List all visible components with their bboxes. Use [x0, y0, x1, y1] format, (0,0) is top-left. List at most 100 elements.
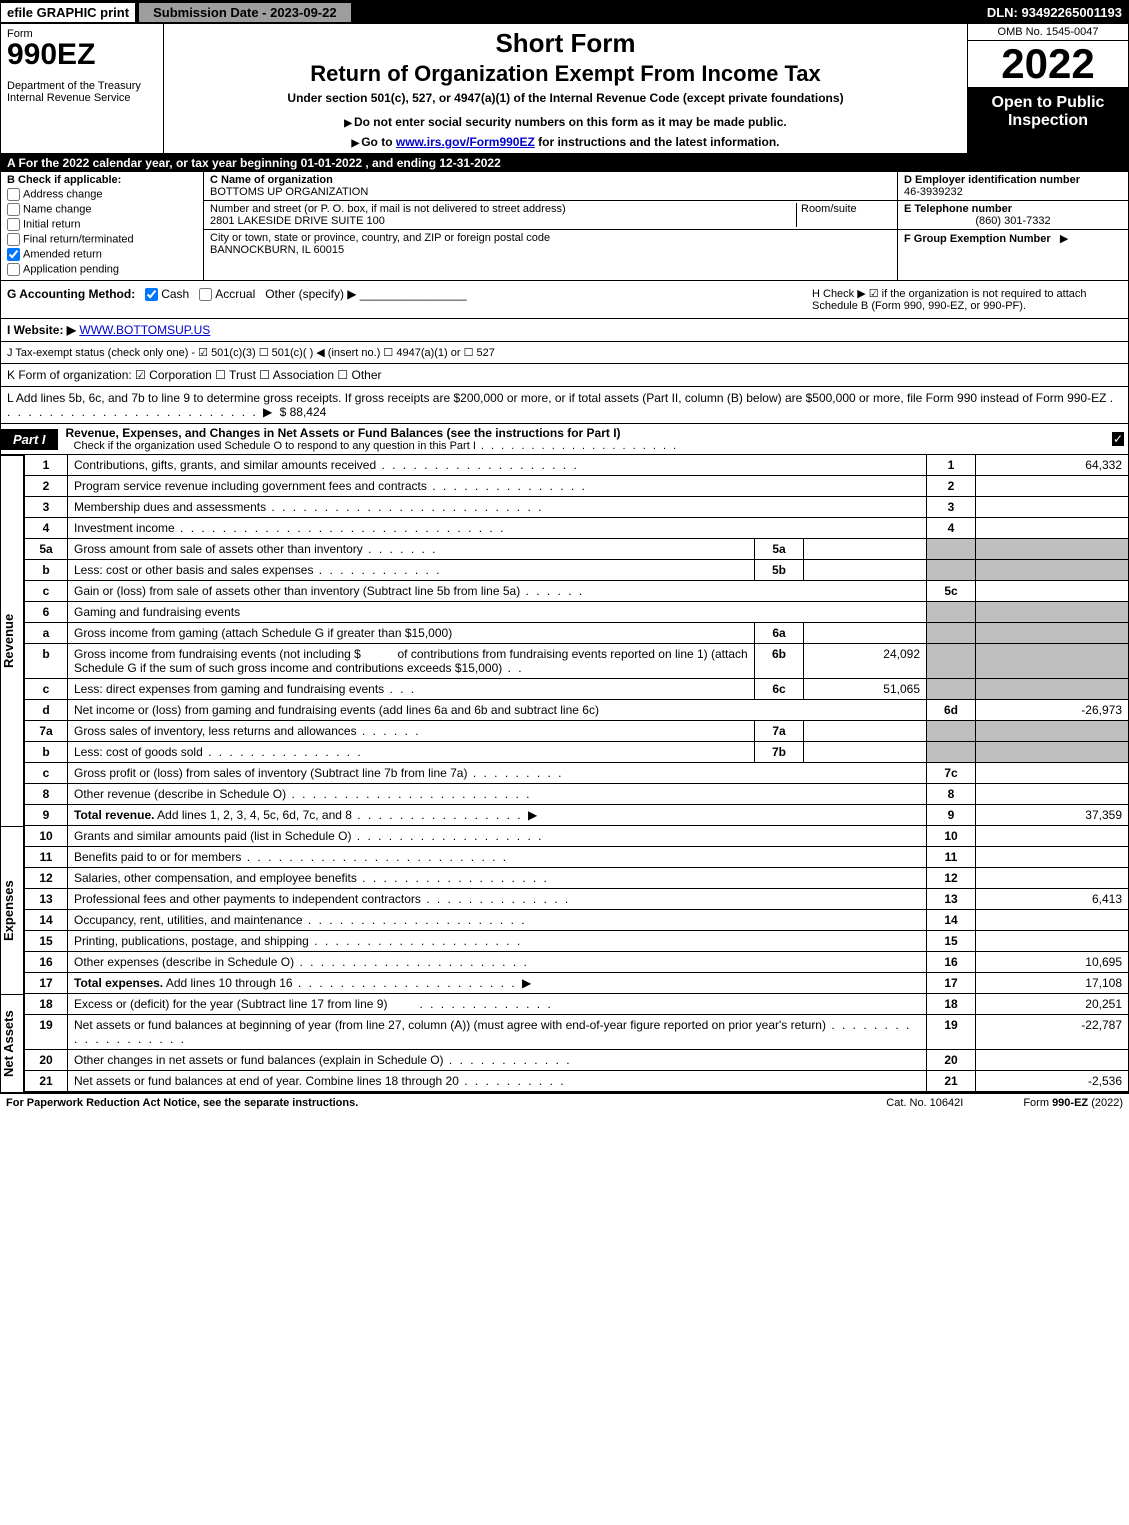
line-15: 15Printing, publications, postage, and s… [25, 931, 1129, 952]
goto-link[interactable]: www.irs.gov/Form990EZ [396, 135, 535, 149]
row-j-tax-exempt: J Tax-exempt status (check only one) - ☑… [0, 342, 1129, 364]
f-label: F Group Exemption Number [904, 233, 1051, 245]
phone-value: (860) 301-7332 [904, 215, 1122, 227]
paperwork-notice: For Paperwork Reduction Act Notice, see … [6, 1097, 358, 1109]
form-header: Form 990EZ Department of the Treasury In… [0, 24, 1129, 154]
line-5a: 5aGross amount from sale of assets other… [25, 539, 1129, 560]
form-990ez-page: efile GRAPHIC print Submission Date - 20… [0, 0, 1129, 1112]
line-20: 20Other changes in net assets or fund ba… [25, 1050, 1129, 1071]
e-label: E Telephone number [904, 203, 1012, 215]
line-2: 2Program service revenue including gover… [25, 476, 1129, 497]
line-17: 17Total expenses. Add lines 10 through 1… [25, 973, 1129, 994]
org-name-row: C Name of organization BOTTOMS UP ORGANI… [204, 172, 897, 201]
line-14: 14Occupancy, rent, utilities, and mainte… [25, 910, 1129, 931]
i-label: I Website: ▶ [7, 323, 76, 337]
line-7c: cGross profit or (loss) from sales of in… [25, 763, 1129, 784]
check-cash[interactable] [145, 288, 158, 301]
line-6b: bGross income from fundraising events (n… [25, 644, 1129, 679]
catalog-number: Cat. No. 10642I [886, 1097, 963, 1109]
expenses-vertical-label: Expenses [0, 826, 24, 994]
ein-row: D Employer identification number 46-3939… [898, 172, 1128, 201]
c-label: C Name of organization [210, 174, 333, 186]
line-4: 4Investment income . . . . . . . . . . .… [25, 518, 1129, 539]
submission-date: Submission Date - 2023-09-22 [139, 3, 351, 22]
h-schedule-b: H Check ▶ ☑ if the organization is not r… [806, 281, 1128, 318]
form-reference: Form 990-EZ (2022) [1023, 1097, 1123, 1109]
schedule-o-check-icon: ✓ [1112, 432, 1124, 446]
check-name-change[interactable]: Name change [7, 203, 197, 216]
gross-receipts-amount: $ 88,424 [280, 405, 327, 419]
line-7b: bLess: cost of goods sold . . . . . . . … [25, 742, 1129, 763]
ein-value: 46-3939232 [904, 186, 1122, 198]
check-application-pending[interactable]: Application pending [7, 263, 197, 276]
open-to-public: Open to Public Inspection [968, 88, 1128, 153]
part-1-label: Part I [1, 429, 58, 450]
ein-phone-block: D Employer identification number 46-3939… [897, 172, 1128, 280]
accounting-method: G Accounting Method: Cash Accrual Other … [1, 281, 806, 318]
row-i-website: I Website: ▶ WWW.BOTTOMSUP.US [0, 319, 1129, 342]
department-label: Department of the Treasury Internal Reve… [7, 80, 157, 104]
revenue-section: Revenue 1Contributions, gifts, grants, a… [0, 455, 1129, 826]
revenue-table: 1Contributions, gifts, grants, and simil… [24, 455, 1129, 826]
org-name: BOTTOMS UP ORGANIZATION [210, 186, 891, 198]
line-16: 16Other expenses (describe in Schedule O… [25, 952, 1129, 973]
line-5c: cGain or (loss) from sale of assets othe… [25, 581, 1129, 602]
part-1-header: Part I Revenue, Expenses, and Changes in… [0, 424, 1129, 455]
under-section-text: Under section 501(c), 527, or 4947(a)(1)… [170, 91, 961, 105]
line-12: 12Salaries, other compensation, and empl… [25, 868, 1129, 889]
street-value: 2801 LAKESIDE DRIVE SUITE 100 [210, 215, 796, 227]
omb-number: OMB No. 1545-0047 [968, 24, 1128, 41]
line-21: 21Net assets or fund balances at end of … [25, 1071, 1129, 1092]
form-number: 990EZ [7, 40, 157, 70]
netassets-table: 18Excess or (deficit) for the year (Subt… [24, 994, 1129, 1092]
goto-suffix: for instructions and the latest informat… [535, 135, 780, 149]
line-19: 19Net assets or fund balances at beginni… [25, 1015, 1129, 1050]
row-k-org-form: K Form of organization: ☑ Corporation ☐ … [0, 364, 1129, 387]
efile-label: efile GRAPHIC print [1, 3, 135, 22]
row-a-period: A For the 2022 calendar year, or tax yea… [0, 154, 1129, 172]
return-title: Return of Organization Exempt From Incom… [170, 61, 961, 87]
dln-number: DLN: 93492265001193 [987, 5, 1128, 20]
check-amended-return[interactable]: Amended return [7, 248, 197, 261]
form-title-block: Short Form Return of Organization Exempt… [164, 24, 967, 153]
expenses-table: 10Grants and similar amounts paid (list … [24, 826, 1129, 994]
street-label: Number and street (or P. O. box, if mail… [210, 203, 796, 215]
line-6a: aGross income from gaming (attach Schedu… [25, 623, 1129, 644]
check-initial-return[interactable]: Initial return [7, 218, 197, 231]
website-link[interactable]: WWW.BOTTOMSUP.US [79, 323, 210, 337]
line-6d: dNet income or (loss) from gaming and fu… [25, 700, 1129, 721]
street-row: Number and street (or P. O. box, if mail… [204, 201, 897, 230]
line-11: 11Benefits paid to or for members . . . … [25, 847, 1129, 868]
revenue-vertical-label: Revenue [0, 455, 24, 826]
d-label: D Employer identification number [904, 174, 1080, 186]
section-bcdef: B Check if applicable: Address change Na… [0, 172, 1129, 281]
city-label: City or town, state or province, country… [210, 232, 891, 244]
part-1-title: Revenue, Expenses, and Changes in Net As… [66, 426, 1104, 440]
line-13: 13Professional fees and other payments t… [25, 889, 1129, 910]
b-heading: B Check if applicable: [7, 174, 197, 186]
check-if-applicable: B Check if applicable: Address change Na… [1, 172, 204, 280]
city-value: BANNOCKBURN, IL 60015 [210, 244, 891, 256]
check-final-return[interactable]: Final return/terminated [7, 233, 197, 246]
line-9: 9Total revenue. Total revenue. Add lines… [25, 805, 1129, 826]
line-18: 18Excess or (deficit) for the year (Subt… [25, 994, 1129, 1015]
phone-row: E Telephone number (860) 301-7332 [898, 201, 1128, 230]
top-bar: efile GRAPHIC print Submission Date - 20… [0, 0, 1129, 24]
line-1: 1Contributions, gifts, grants, and simil… [25, 455, 1129, 476]
goto-link-line: Go to www.irs.gov/Form990EZ for instruct… [170, 135, 961, 149]
line-7a: 7aGross sales of inventory, less returns… [25, 721, 1129, 742]
ssn-warning: Do not enter social security numbers on … [170, 115, 961, 129]
line-8: 8Other revenue (describe in Schedule O) … [25, 784, 1129, 805]
tax-year: 2022 [968, 41, 1128, 88]
line-6c: cLess: direct expenses from gaming and f… [25, 679, 1129, 700]
part-1-sub: Check if the organization used Schedule … [66, 440, 1104, 452]
form-id-block: Form 990EZ Department of the Treasury In… [1, 24, 164, 153]
netassets-vertical-label: Net Assets [0, 994, 24, 1092]
check-accrual[interactable] [199, 288, 212, 301]
row-gh: G Accounting Method: Cash Accrual Other … [0, 281, 1129, 319]
page-footer: For Paperwork Reduction Act Notice, see … [0, 1092, 1129, 1112]
check-address-change[interactable]: Address change [7, 188, 197, 201]
goto-text: Go to [361, 135, 396, 149]
year-block: OMB No. 1545-0047 2022 Open to Public In… [967, 24, 1128, 153]
room-suite-label: Room/suite [796, 203, 891, 227]
